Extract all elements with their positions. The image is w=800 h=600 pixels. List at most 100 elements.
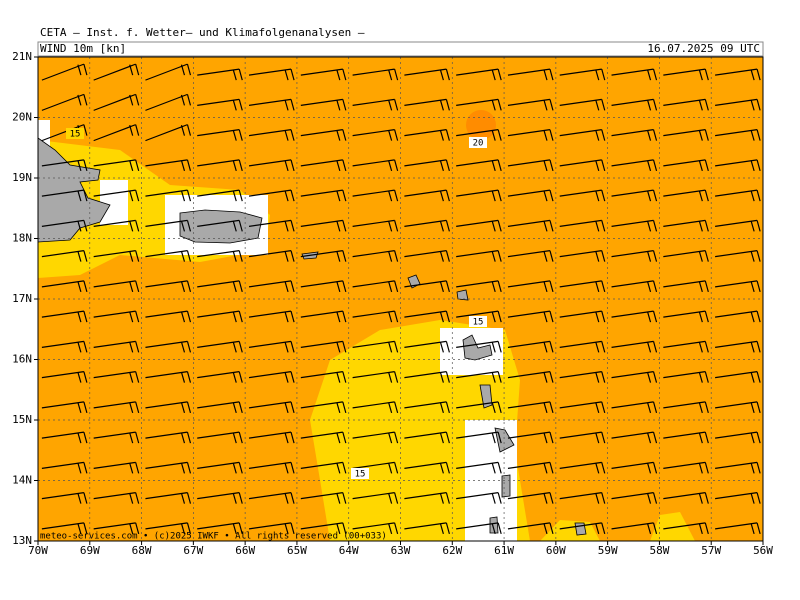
wind-barb (611, 431, 658, 444)
field-label: WIND 10m [kn] (40, 42, 126, 55)
barb-feather (388, 432, 393, 444)
barb-feather (180, 493, 186, 504)
barb-feather (445, 220, 450, 232)
wind-barb (611, 492, 658, 504)
barb-feather (601, 401, 606, 414)
barb-feather (238, 462, 243, 474)
barb-shaft (507, 522, 551, 530)
barb-feather (186, 280, 192, 293)
barb-feather (439, 372, 444, 383)
barb-feather (595, 493, 600, 504)
barb-feather (652, 68, 658, 81)
wind-barb (145, 401, 192, 414)
barb-feather (704, 462, 709, 474)
wind-barb (559, 68, 606, 81)
barb-shaft (611, 461, 654, 469)
barb-shaft (715, 68, 758, 76)
barb-shaft (507, 310, 551, 318)
wind-barb (559, 522, 606, 535)
barb-feather (388, 69, 393, 81)
barb-feather (601, 310, 606, 323)
barb-feather (439, 69, 444, 81)
barb-feather (394, 431, 399, 444)
barb-feather (186, 462, 192, 474)
wind-barb (559, 159, 606, 172)
wind-barb (248, 68, 295, 81)
barb-feather (698, 432, 703, 444)
barb-feather (704, 189, 709, 202)
barb-shaft (352, 129, 395, 137)
lon-label: 63W (391, 544, 411, 557)
wind-barb (404, 492, 450, 504)
barb-feather (290, 431, 295, 444)
wind-barb (352, 250, 399, 262)
wind-barb (41, 63, 88, 81)
barb-feather (601, 431, 606, 444)
barb-feather (595, 220, 600, 232)
barb-feather (750, 462, 755, 474)
wind-barb (611, 461, 658, 474)
wind-barb (300, 401, 347, 414)
barb-feather (652, 431, 658, 444)
barb-feather (698, 251, 703, 262)
barb-feather (595, 160, 600, 172)
wind-barb (352, 98, 399, 111)
barb-shaft (93, 310, 136, 318)
barb-feather (83, 94, 88, 106)
barb-feather (135, 250, 140, 262)
barb-shaft (197, 522, 240, 530)
barb-shaft (41, 310, 84, 318)
lon-label: 67W (183, 544, 203, 557)
barb-feather (284, 402, 289, 414)
barb-feather (129, 372, 134, 383)
barb-feather (135, 220, 140, 232)
wind-barb (404, 401, 450, 414)
wind-barb (559, 129, 606, 141)
barb-shaft (41, 522, 84, 530)
barb-feather (756, 522, 761, 535)
barb-feather (439, 462, 444, 474)
barb-feather (394, 462, 399, 474)
island-guadeloupe (462, 334, 493, 361)
barb-feather (290, 129, 295, 141)
barb-feather (698, 311, 703, 323)
barb-feather (232, 130, 237, 141)
barb-shaft (715, 431, 758, 439)
wind-barb (507, 68, 554, 81)
wind-barb (248, 310, 295, 323)
barb-feather (439, 220, 444, 232)
wind-barb (559, 310, 606, 323)
wind-barb (197, 219, 243, 232)
barb-feather (445, 492, 450, 504)
wind-barb (663, 129, 709, 141)
island-st-lucia (501, 474, 511, 498)
island-st-vincent (489, 516, 499, 534)
barb-feather (549, 401, 554, 414)
barb-shaft (93, 340, 136, 348)
masked-area (100, 180, 128, 225)
barb-feather (491, 462, 496, 474)
barb-feather (394, 159, 399, 172)
wind-barb (352, 219, 399, 232)
barb-shaft (248, 431, 292, 439)
barb-feather (704, 280, 709, 293)
barb-feather (549, 189, 554, 202)
barb-feather (180, 311, 186, 323)
barb-feather (129, 160, 134, 172)
barb-feather (543, 251, 548, 262)
barb-feather (750, 160, 755, 172)
barb-feather (549, 341, 554, 353)
barb-shaft (93, 522, 136, 530)
barb-feather (129, 402, 134, 414)
barb-feather (491, 281, 496, 293)
barb-feather (549, 99, 554, 111)
barb-feather (497, 189, 502, 202)
barb-feather (135, 371, 140, 383)
wind-barb (248, 280, 295, 293)
wind-barb (300, 219, 347, 232)
barb-shaft (145, 431, 188, 439)
wind-barb (404, 68, 450, 81)
barb-feather (388, 523, 393, 535)
barb-feather (439, 251, 444, 262)
barb-feather (77, 372, 82, 383)
